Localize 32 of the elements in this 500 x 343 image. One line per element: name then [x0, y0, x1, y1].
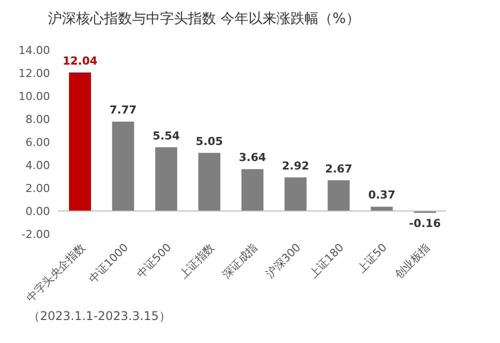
y-tick-label: 10.00: [18, 90, 50, 103]
bar: [155, 147, 178, 211]
data-label: 7.77: [110, 104, 137, 117]
x-tick-label: 创业板指: [392, 240, 433, 282]
bar: [69, 72, 91, 211]
x-tick-label: 上证指数: [176, 240, 218, 282]
data-label: 2.92: [282, 159, 310, 172]
y-tick-label: 14.00: [18, 44, 50, 57]
data-label: 5.54: [152, 129, 180, 142]
data-label: 0.37: [368, 188, 396, 202]
bar: [284, 177, 307, 211]
y-tick-label: 2.00: [26, 182, 50, 195]
chart-title: 沪深核心指数与中字头指数 今年以来涨跌幅（%）: [48, 10, 360, 28]
bar: [328, 180, 350, 211]
y-tick-label: 12.00: [18, 66, 50, 80]
data-label: 2.67: [325, 162, 352, 176]
x-tick-label: 上证50: [354, 240, 390, 276]
bar: [241, 169, 264, 211]
y-tick-label: 0.00: [26, 204, 50, 218]
y-tick-label: 8.00: [26, 112, 50, 126]
x-tick-label: 深证成指: [220, 240, 260, 282]
bar: [112, 122, 134, 211]
data-label: -0.16: [409, 217, 442, 230]
data-label: 5.05: [196, 134, 223, 148]
text: （2023.1.1-2023.3.15）: [28, 308, 171, 325]
bar: [198, 152, 220, 211]
data-label: 12.04: [62, 54, 98, 68]
data-label: 3.64: [238, 151, 266, 164]
y-tick-label: 4.00: [26, 158, 50, 172]
x-tick-label: 中字头央企指数: [24, 240, 88, 305]
y-tick-label: -2.00: [22, 228, 50, 241]
y-tick-label: 6.00: [26, 136, 50, 149]
